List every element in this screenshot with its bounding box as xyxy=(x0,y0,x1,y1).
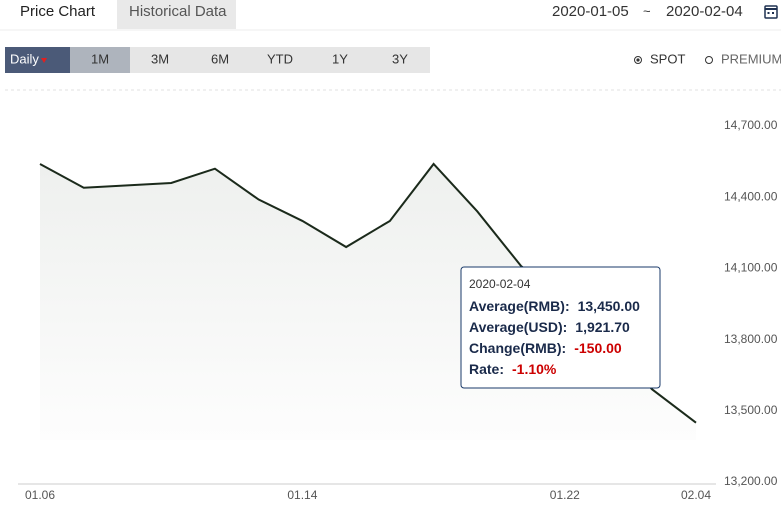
period-label[interactable]: 1M xyxy=(91,51,109,66)
period-label[interactable]: 3Y xyxy=(392,51,408,66)
y-tick-label: 13,800.00 xyxy=(724,332,778,346)
period-label[interactable]: 1Y xyxy=(332,51,348,66)
date-separator: ~ xyxy=(643,3,651,18)
date-to[interactable]: 2020-02-04 xyxy=(666,3,743,20)
y-tick-label: 13,500.00 xyxy=(724,403,778,417)
x-tick-label: 01.22 xyxy=(550,488,580,502)
period-button[interactable] xyxy=(190,47,250,73)
tab-bg xyxy=(117,0,236,29)
period-label[interactable]: 3M xyxy=(151,51,169,66)
radio[interactable] xyxy=(705,56,713,64)
tooltip-row: Rate: -1.10% xyxy=(469,361,557,377)
calendar-icon[interactable] xyxy=(764,5,778,19)
period-label[interactable]: YTD xyxy=(267,51,293,66)
period-label[interactable]: Daily xyxy=(10,51,39,66)
dropdown-arrow xyxy=(41,58,47,63)
tab[interactable]: Price Chart xyxy=(20,3,96,20)
tooltip-value: 1,921.70 xyxy=(575,319,630,335)
radio-label[interactable]: PREMIUM xyxy=(721,51,781,66)
period-button[interactable] xyxy=(5,47,70,73)
period-button[interactable] xyxy=(370,47,430,73)
radio-dot xyxy=(636,58,640,62)
tab[interactable]: Historical Data xyxy=(129,3,227,20)
tooltip-row: Change(RMB): -150.00 xyxy=(469,340,622,356)
period-button[interactable] xyxy=(310,47,370,73)
tooltip-box xyxy=(460,266,661,389)
tooltip-row: Average(RMB): 13,450.00 xyxy=(469,298,640,314)
tooltip-value: -150.00 xyxy=(574,340,622,356)
tooltip-label: Change(RMB): xyxy=(469,340,566,356)
tooltip-row: Average(USD): 1,921.70 xyxy=(469,319,630,335)
tooltip-label: Average(USD): xyxy=(469,319,567,335)
tooltip-value: -1.10% xyxy=(512,361,557,377)
tooltip-date: 2020-02-04 xyxy=(469,277,531,291)
tooltip-label: Average(RMB): xyxy=(469,298,570,314)
radio[interactable] xyxy=(634,56,642,64)
y-tick-label: 14,400.00 xyxy=(724,189,778,203)
x-tick-label: 02.04 xyxy=(681,488,711,502)
date-from[interactable]: 2020-01-05 xyxy=(552,3,629,20)
period-button[interactable] xyxy=(70,47,130,73)
x-tick-label: 01.06 xyxy=(25,488,55,502)
x-tick-label: 01.14 xyxy=(287,488,317,502)
y-tick-label: 13,200.00 xyxy=(724,474,778,488)
period-button[interactable] xyxy=(250,47,310,73)
tooltip-value: 13,450.00 xyxy=(578,298,640,314)
y-tick-label: 14,700.00 xyxy=(724,118,778,132)
tooltip-label: Rate: xyxy=(469,361,504,377)
period-button[interactable] xyxy=(130,47,190,73)
radio-label[interactable]: SPOT xyxy=(650,51,685,66)
y-tick-label: 14,100.00 xyxy=(724,261,778,275)
period-label[interactable]: 6M xyxy=(211,51,229,66)
